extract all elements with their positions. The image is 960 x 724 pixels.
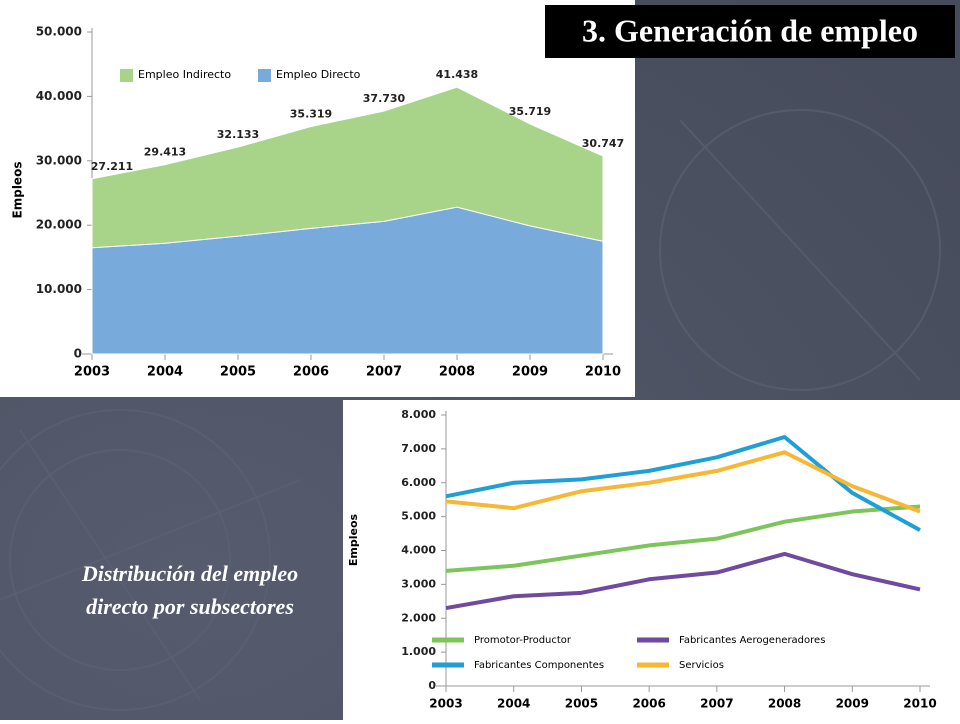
- x-tick-label: 2009: [512, 365, 548, 380]
- line: [445, 551, 921, 611]
- y-tick-label: 1.000: [401, 645, 436, 658]
- total-label: 32.133: [217, 128, 259, 141]
- legend-label: Servicios: [679, 660, 724, 671]
- y-axis-label: Empleos: [11, 162, 25, 219]
- x-tick-label: 2005: [565, 697, 598, 711]
- x-tick-label: 2003: [429, 697, 462, 711]
- total-label: 29.413: [144, 146, 186, 159]
- y-tick-label: 8.000: [401, 408, 436, 421]
- line: [445, 504, 921, 573]
- x-tick-label: 2004: [147, 365, 183, 380]
- compass-decoration: [0, 109, 941, 711]
- caption: directo por subsectores: [86, 594, 294, 619]
- title-shadow: 3. Generación de empleo: [584, 14, 920, 50]
- line: [445, 450, 921, 514]
- y-tick-label: 5.000: [401, 510, 436, 523]
- legend-label: Promotor-Productor: [474, 635, 572, 646]
- y-tick-label: 2.000: [401, 611, 436, 624]
- legend-label: Fabricantes Aerogeneradores: [679, 635, 825, 646]
- total-label: 27.211: [91, 160, 133, 173]
- y-tick-label: 50.000: [36, 25, 82, 39]
- y-tick-label: 40.000: [36, 89, 82, 103]
- x-tick-label: 2005: [220, 365, 256, 380]
- y-tick-label: 0: [74, 347, 82, 361]
- x-tick-label: 2006: [632, 697, 665, 711]
- title: 3. Generación de empleo: [582, 12, 918, 48]
- y-tick-label: 6.000: [401, 476, 436, 489]
- title-box: [545, 5, 955, 58]
- legend-swatch: [120, 69, 133, 82]
- y-tick-label: 30.000: [36, 153, 82, 167]
- total-label: 30.747: [582, 137, 624, 150]
- x-tick-label: 2007: [366, 365, 402, 380]
- total-label: 37.730: [363, 92, 406, 105]
- line: [445, 435, 921, 532]
- x-tick-label: 2007: [700, 697, 733, 711]
- total-label: 35.319: [290, 108, 332, 121]
- x-tick-label: 2003: [74, 365, 110, 380]
- y-tick-label: 0: [428, 679, 436, 692]
- total-label: 35.719: [509, 105, 551, 118]
- legend-label: Empleo Indirecto: [138, 68, 231, 81]
- x-tick-label: 2009: [836, 697, 869, 711]
- y-tick-label: 3.000: [401, 577, 436, 590]
- x-tick-label: 2006: [293, 365, 329, 380]
- legend-swatch: [258, 69, 271, 82]
- y-tick-label: 7.000: [401, 442, 436, 455]
- legend-label: Empleo Directo: [276, 68, 361, 81]
- y-tick-label: 20.000: [36, 218, 82, 232]
- x-tick-label: 2010: [585, 365, 621, 380]
- y-tick-label: 10.000: [36, 282, 82, 296]
- x-tick-label: 2010: [903, 697, 936, 711]
- x-tick-label: 2008: [439, 365, 475, 380]
- x-tick-label: 2008: [768, 697, 801, 711]
- total-label: 41.438: [436, 68, 478, 81]
- x-tick-label: 2004: [497, 697, 530, 711]
- caption: Distribución del empleo: [81, 561, 298, 586]
- y-tick-label: 4.000: [401, 544, 436, 557]
- y-axis-label: Empleos: [347, 513, 360, 566]
- area: [91, 86, 604, 249]
- legend-label: Fabricantes Componentes: [474, 660, 604, 671]
